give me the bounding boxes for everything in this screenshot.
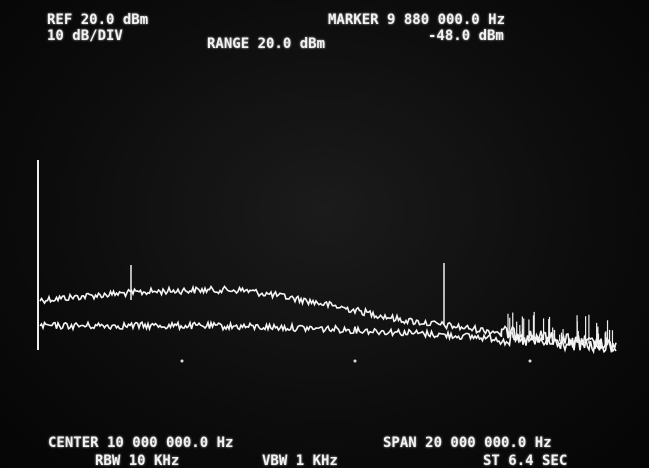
marker-level: -48.0 dBm <box>428 28 504 44</box>
marker-frequency: MARKER 9 880 000.0 Hz <box>328 12 506 28</box>
center-frequency: CENTER 10 000 000.0 Hz <box>48 435 234 451</box>
range: RANGE 20.0 dBm <box>207 36 326 52</box>
vbw: VBW 1 KHz <box>262 453 338 468</box>
graticule-dot <box>180 359 184 363</box>
sweep-time: ST 6.4 SEC <box>483 453 568 468</box>
span: SPAN 20 000 000.0 Hz <box>383 435 552 451</box>
graticule-dot <box>353 359 357 363</box>
scale: 10 dB/DIV <box>47 28 123 44</box>
noise-trace <box>39 284 617 353</box>
reference-level: REF 20.0 dBm <box>47 12 149 28</box>
rbw: RBW 10 KHz <box>95 453 180 468</box>
graticule-dot <box>528 359 532 363</box>
